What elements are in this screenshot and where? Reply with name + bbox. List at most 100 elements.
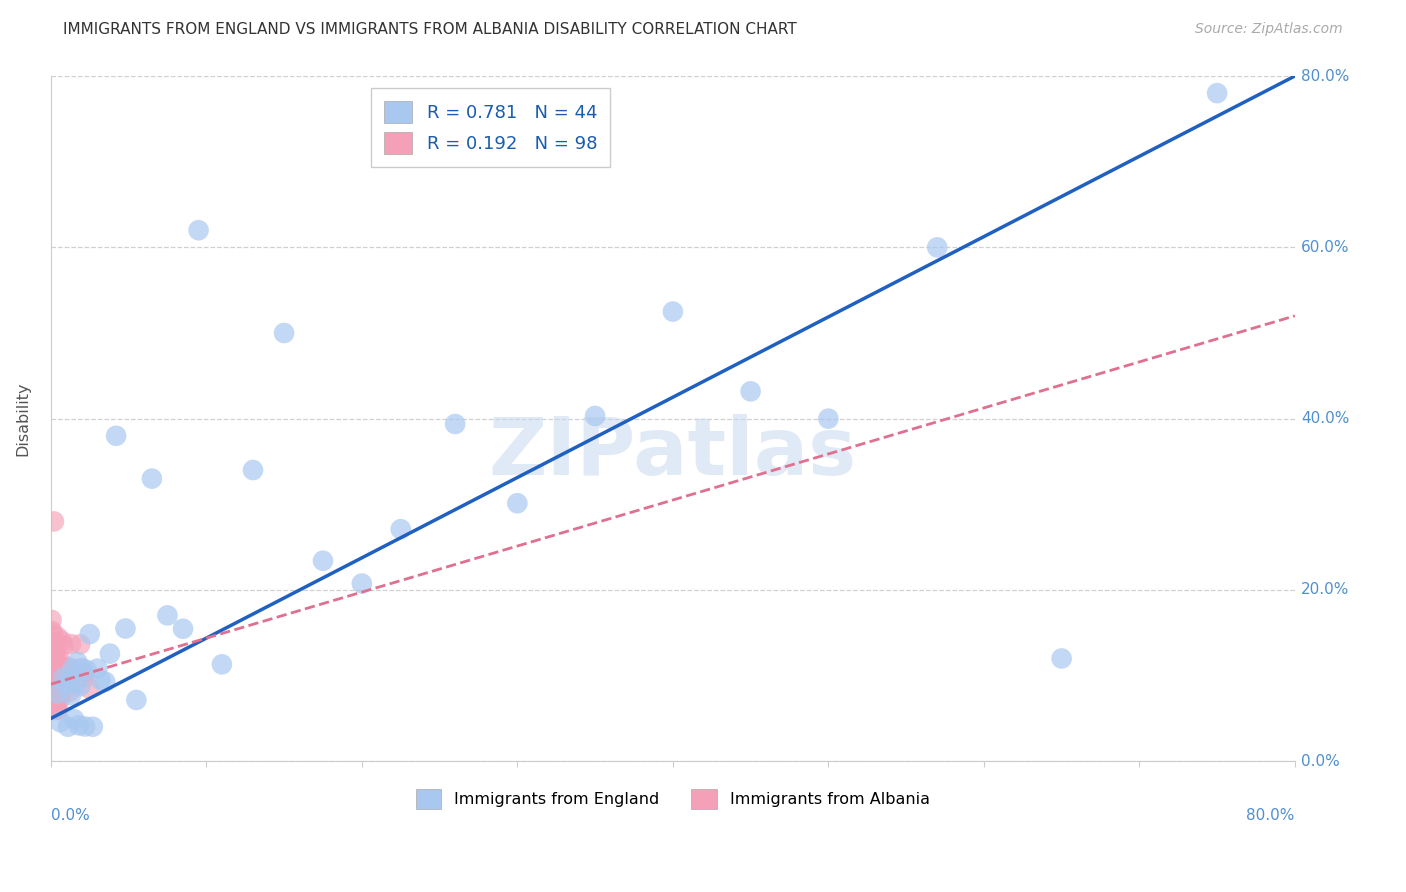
Point — [125, 693, 148, 707]
Point — [42, 685, 65, 699]
Point — [60, 688, 83, 702]
Point — [76, 663, 98, 677]
Point — [42, 515, 65, 529]
Point — [59, 684, 82, 698]
Point — [42, 674, 65, 689]
Point — [44, 661, 66, 675]
Point — [1206, 86, 1229, 100]
Text: 0.0%: 0.0% — [1301, 754, 1340, 769]
Point — [52, 639, 75, 653]
Point — [48, 652, 70, 666]
Point — [72, 665, 94, 680]
Point — [45, 698, 67, 712]
Point — [42, 676, 65, 690]
Point — [41, 654, 63, 668]
Point — [444, 417, 467, 431]
Point — [46, 630, 69, 644]
Point — [42, 665, 65, 679]
Point — [41, 657, 63, 672]
Point — [273, 326, 295, 340]
Point — [42, 668, 65, 682]
Point — [39, 657, 62, 671]
Point — [41, 703, 63, 717]
Point — [114, 622, 136, 636]
Point — [48, 657, 70, 671]
Point — [42, 669, 65, 683]
Point — [583, 409, 606, 423]
Point — [42, 626, 65, 640]
Text: 0.0%: 0.0% — [51, 808, 90, 823]
Point — [46, 687, 69, 701]
Text: 20.0%: 20.0% — [1301, 582, 1350, 598]
Y-axis label: Disability: Disability — [15, 382, 30, 456]
Point — [42, 655, 65, 669]
Point — [44, 643, 66, 657]
Point — [312, 554, 335, 568]
Point — [45, 644, 67, 658]
Point — [70, 661, 93, 675]
Point — [41, 665, 63, 680]
Point — [41, 691, 63, 706]
Point — [48, 690, 70, 704]
Point — [86, 662, 108, 676]
Point — [42, 665, 65, 680]
Point — [69, 662, 91, 676]
Point — [105, 429, 128, 443]
Point — [49, 667, 72, 681]
Point — [48, 680, 70, 694]
Text: ZIPatlas: ZIPatlas — [489, 414, 858, 491]
Point — [42, 681, 65, 695]
Text: IMMIGRANTS FROM ENGLAND VS IMMIGRANTS FROM ALBANIA DISABILITY CORRELATION CHART: IMMIGRANTS FROM ENGLAND VS IMMIGRANTS FR… — [63, 22, 797, 37]
Point — [45, 672, 67, 686]
Point — [42, 667, 65, 681]
Point — [39, 698, 62, 712]
Point — [44, 658, 66, 673]
Point — [927, 240, 949, 254]
Point — [41, 690, 63, 705]
Point — [42, 660, 65, 674]
Point — [41, 658, 63, 673]
Point — [506, 496, 529, 510]
Point — [42, 674, 65, 689]
Point — [44, 651, 66, 665]
Point — [55, 678, 77, 692]
Point — [52, 671, 75, 685]
Point — [41, 684, 63, 698]
Point — [66, 655, 89, 669]
Point — [39, 663, 62, 677]
Point — [42, 696, 65, 710]
Point — [44, 665, 66, 679]
Point — [662, 304, 685, 318]
Point — [56, 662, 79, 676]
Point — [41, 681, 63, 695]
Point — [59, 677, 82, 691]
Text: 60.0%: 60.0% — [1301, 240, 1350, 255]
Point — [44, 692, 66, 706]
Point — [79, 681, 101, 696]
Point — [350, 576, 373, 591]
Point — [42, 666, 65, 681]
Point — [41, 695, 63, 709]
Point — [42, 675, 65, 690]
Point — [45, 698, 67, 713]
Point — [46, 663, 69, 677]
Point — [42, 674, 65, 689]
Legend: Immigrants from England, Immigrants from Albania: Immigrants from England, Immigrants from… — [409, 782, 936, 815]
Point — [55, 665, 77, 679]
Text: Source: ZipAtlas.com: Source: ZipAtlas.com — [1195, 22, 1343, 37]
Point — [817, 411, 839, 425]
Point — [42, 641, 65, 656]
Point — [63, 712, 86, 726]
Point — [42, 652, 65, 666]
Point — [1050, 651, 1073, 665]
Point — [67, 718, 90, 732]
Point — [156, 608, 179, 623]
Point — [211, 657, 233, 672]
Point — [56, 660, 79, 674]
Point — [62, 662, 84, 676]
Point — [51, 634, 73, 648]
Point — [44, 665, 66, 679]
Point — [41, 624, 63, 638]
Point — [60, 676, 83, 690]
Point — [69, 637, 91, 651]
